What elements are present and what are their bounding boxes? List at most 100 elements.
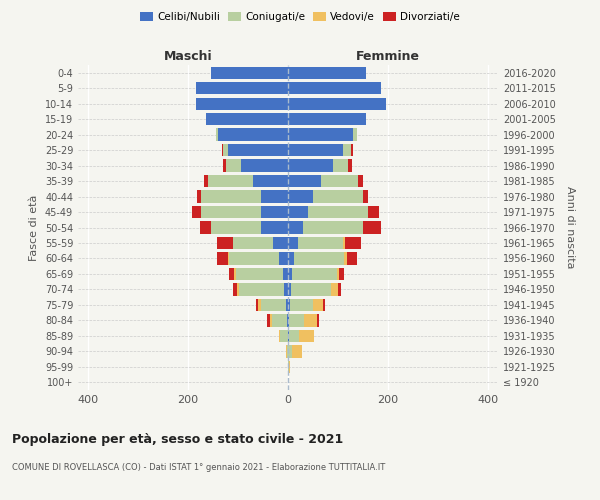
Bar xyxy=(223,160,226,172)
Bar xyxy=(292,345,302,358)
Bar xyxy=(287,314,288,326)
Bar xyxy=(308,206,368,218)
Bar xyxy=(233,237,273,249)
Bar xyxy=(288,206,308,218)
Bar xyxy=(337,268,339,280)
Bar xyxy=(289,360,290,373)
Bar xyxy=(226,160,241,172)
Bar xyxy=(223,144,228,156)
Bar xyxy=(279,330,280,342)
Bar xyxy=(288,237,298,249)
Text: Popolazione per età, sesso e stato civile - 2021: Popolazione per età, sesso e stato civil… xyxy=(12,432,343,446)
Bar xyxy=(339,268,344,280)
Bar xyxy=(260,190,288,202)
Bar xyxy=(279,252,288,264)
Bar xyxy=(344,252,347,264)
Bar xyxy=(260,206,288,218)
Bar xyxy=(284,283,288,296)
Bar xyxy=(288,98,386,110)
Bar xyxy=(286,345,287,358)
Bar xyxy=(235,268,283,280)
Bar xyxy=(280,330,287,342)
Bar xyxy=(221,144,223,156)
Bar xyxy=(288,345,292,358)
Bar xyxy=(217,237,233,249)
Bar xyxy=(323,298,325,311)
Bar xyxy=(229,268,234,280)
Bar xyxy=(288,252,294,264)
Bar xyxy=(287,345,288,358)
Bar xyxy=(200,190,260,202)
Bar xyxy=(288,82,380,94)
Text: Maschi: Maschi xyxy=(164,50,212,64)
Bar xyxy=(288,268,292,280)
Bar xyxy=(317,314,319,326)
Bar xyxy=(343,237,344,249)
Bar xyxy=(331,283,338,296)
Bar xyxy=(239,283,284,296)
Bar xyxy=(228,252,229,264)
Bar xyxy=(303,222,363,234)
Bar xyxy=(233,283,236,296)
Bar xyxy=(304,314,317,326)
Bar xyxy=(347,252,356,264)
Bar xyxy=(208,175,253,188)
Bar xyxy=(288,298,290,311)
Bar xyxy=(288,160,333,172)
Bar xyxy=(288,360,289,373)
Bar xyxy=(368,206,379,218)
Bar xyxy=(253,175,288,188)
Bar xyxy=(217,252,228,264)
Bar xyxy=(363,222,380,234)
Bar xyxy=(289,314,304,326)
Legend: Celibi/Nubili, Coniugati/e, Vedovi/e, Divorziati/e: Celibi/Nubili, Coniugati/e, Vedovi/e, Di… xyxy=(136,8,464,26)
Bar xyxy=(211,66,288,79)
Bar xyxy=(197,190,200,202)
Bar xyxy=(273,237,288,249)
Bar xyxy=(211,222,260,234)
Bar xyxy=(218,128,288,141)
Bar xyxy=(196,82,288,94)
Bar xyxy=(260,298,286,311)
Bar xyxy=(271,314,287,326)
Bar xyxy=(338,283,341,296)
Bar xyxy=(199,222,211,234)
Bar xyxy=(313,298,323,311)
Bar xyxy=(320,175,358,188)
Bar xyxy=(358,175,363,188)
Bar xyxy=(283,268,288,280)
Bar xyxy=(288,283,290,296)
Bar xyxy=(260,222,288,234)
Bar xyxy=(288,144,343,156)
Bar xyxy=(288,128,353,141)
Bar xyxy=(299,330,314,342)
Bar xyxy=(333,160,348,172)
Bar xyxy=(258,298,260,311)
Bar xyxy=(288,175,320,188)
Bar xyxy=(241,160,288,172)
Bar xyxy=(290,298,313,311)
Bar xyxy=(229,252,279,264)
Bar xyxy=(205,113,288,126)
Bar xyxy=(348,160,352,172)
Bar xyxy=(288,66,365,79)
Bar xyxy=(200,206,260,218)
Bar xyxy=(256,298,258,311)
Text: Femmine: Femmine xyxy=(356,50,420,64)
Y-axis label: Fasce di età: Fasce di età xyxy=(29,194,39,260)
Bar xyxy=(294,252,344,264)
Bar xyxy=(344,237,361,249)
Y-axis label: Anni di nascita: Anni di nascita xyxy=(565,186,575,269)
Bar xyxy=(288,222,303,234)
Bar xyxy=(298,237,343,249)
Text: COMUNE DI ROVELLASCA (CO) - Dati ISTAT 1° gennaio 2021 - Elaborazione TUTTITALIA: COMUNE DI ROVELLASCA (CO) - Dati ISTAT 1… xyxy=(12,462,385,471)
Bar xyxy=(363,190,368,202)
Bar xyxy=(196,98,288,110)
Bar xyxy=(288,113,365,126)
Bar xyxy=(228,144,288,156)
Bar xyxy=(350,144,353,156)
Bar xyxy=(292,268,337,280)
Bar xyxy=(204,175,208,188)
Bar xyxy=(343,144,350,156)
Bar xyxy=(313,190,363,202)
